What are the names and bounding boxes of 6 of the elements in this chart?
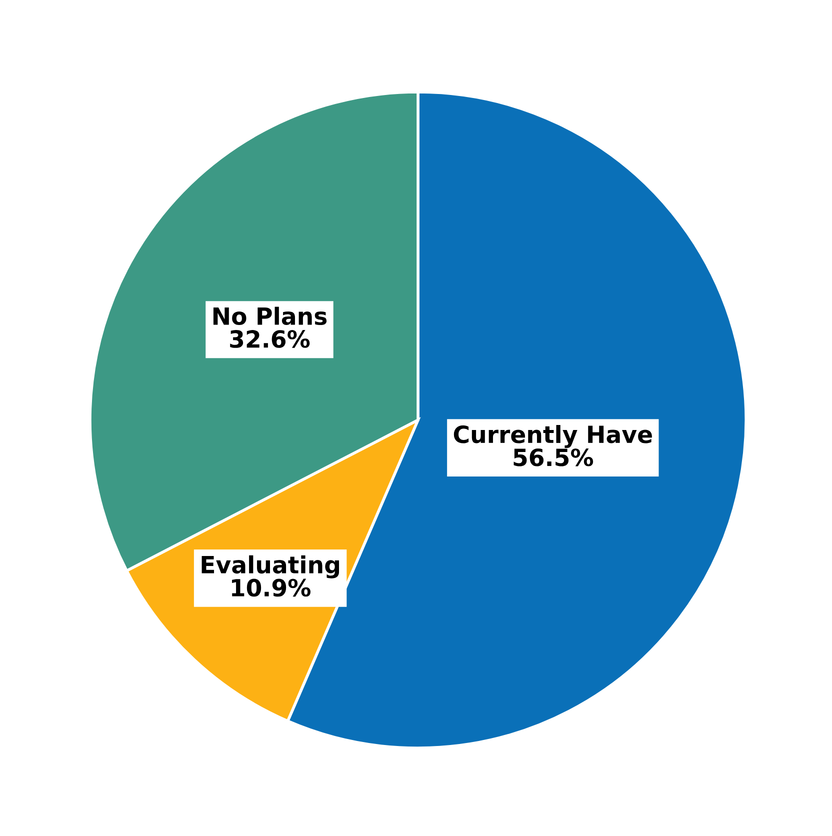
data-label: 56.5% bbox=[514, 448, 594, 466]
data-label: 10.9% bbox=[232, 578, 311, 597]
slice-label: Evaluating bbox=[202, 555, 340, 578]
slice-label: No Plans bbox=[213, 306, 327, 326]
data-label: 32.6% bbox=[230, 330, 310, 348]
slice-label: Currently Have bbox=[454, 424, 652, 448]
